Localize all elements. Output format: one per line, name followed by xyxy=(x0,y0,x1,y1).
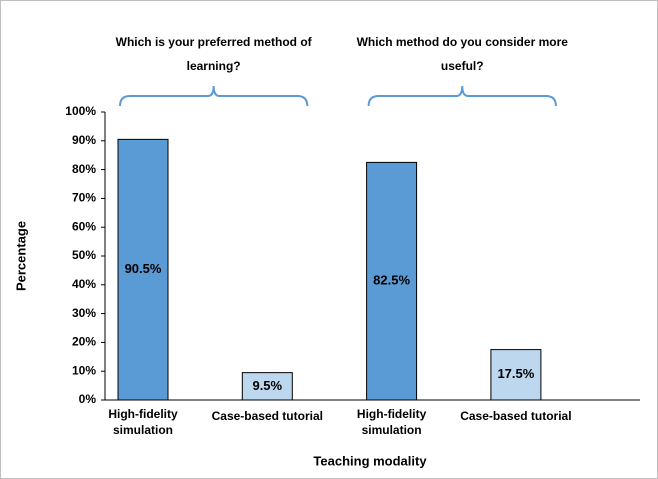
y-tick-label: 40% xyxy=(72,277,96,291)
annotation: Which is your preferred method of learni… xyxy=(115,35,312,73)
brace xyxy=(367,85,557,107)
y-tick-label: 0% xyxy=(79,392,97,406)
x-tick-label: High-fidelity simulation xyxy=(356,407,427,437)
y-tick-label: 10% xyxy=(72,363,96,377)
y-tick-label: 50% xyxy=(72,248,96,262)
value-label: 82.5% xyxy=(373,273,410,288)
x-tick-label: Case-based tutorial xyxy=(211,409,323,423)
annotation: Which method do you consider more useful… xyxy=(356,35,568,73)
bar xyxy=(366,161,418,401)
value-label: 17.5% xyxy=(497,366,534,381)
y-tick-label: 100% xyxy=(65,104,96,118)
x-tick-label: High-fidelity simulation xyxy=(108,407,178,437)
value-label: 90.5% xyxy=(125,261,162,276)
y-tick-label: 70% xyxy=(72,191,96,205)
y-tick-label: 60% xyxy=(72,219,96,233)
x-tick-label: Case-based tutorial xyxy=(460,409,572,423)
brace xyxy=(119,85,309,107)
y-tick-label: 80% xyxy=(72,162,96,176)
value-label: 9.5% xyxy=(252,378,282,393)
y-axis-label: Percentage xyxy=(13,221,28,291)
bar xyxy=(490,349,542,401)
bar xyxy=(117,138,169,401)
y-tick-label: 20% xyxy=(72,335,96,349)
y-tick-label: 30% xyxy=(72,306,96,320)
x-axis-label: Teaching modality xyxy=(313,453,427,468)
y-tick-label: 90% xyxy=(72,133,96,147)
